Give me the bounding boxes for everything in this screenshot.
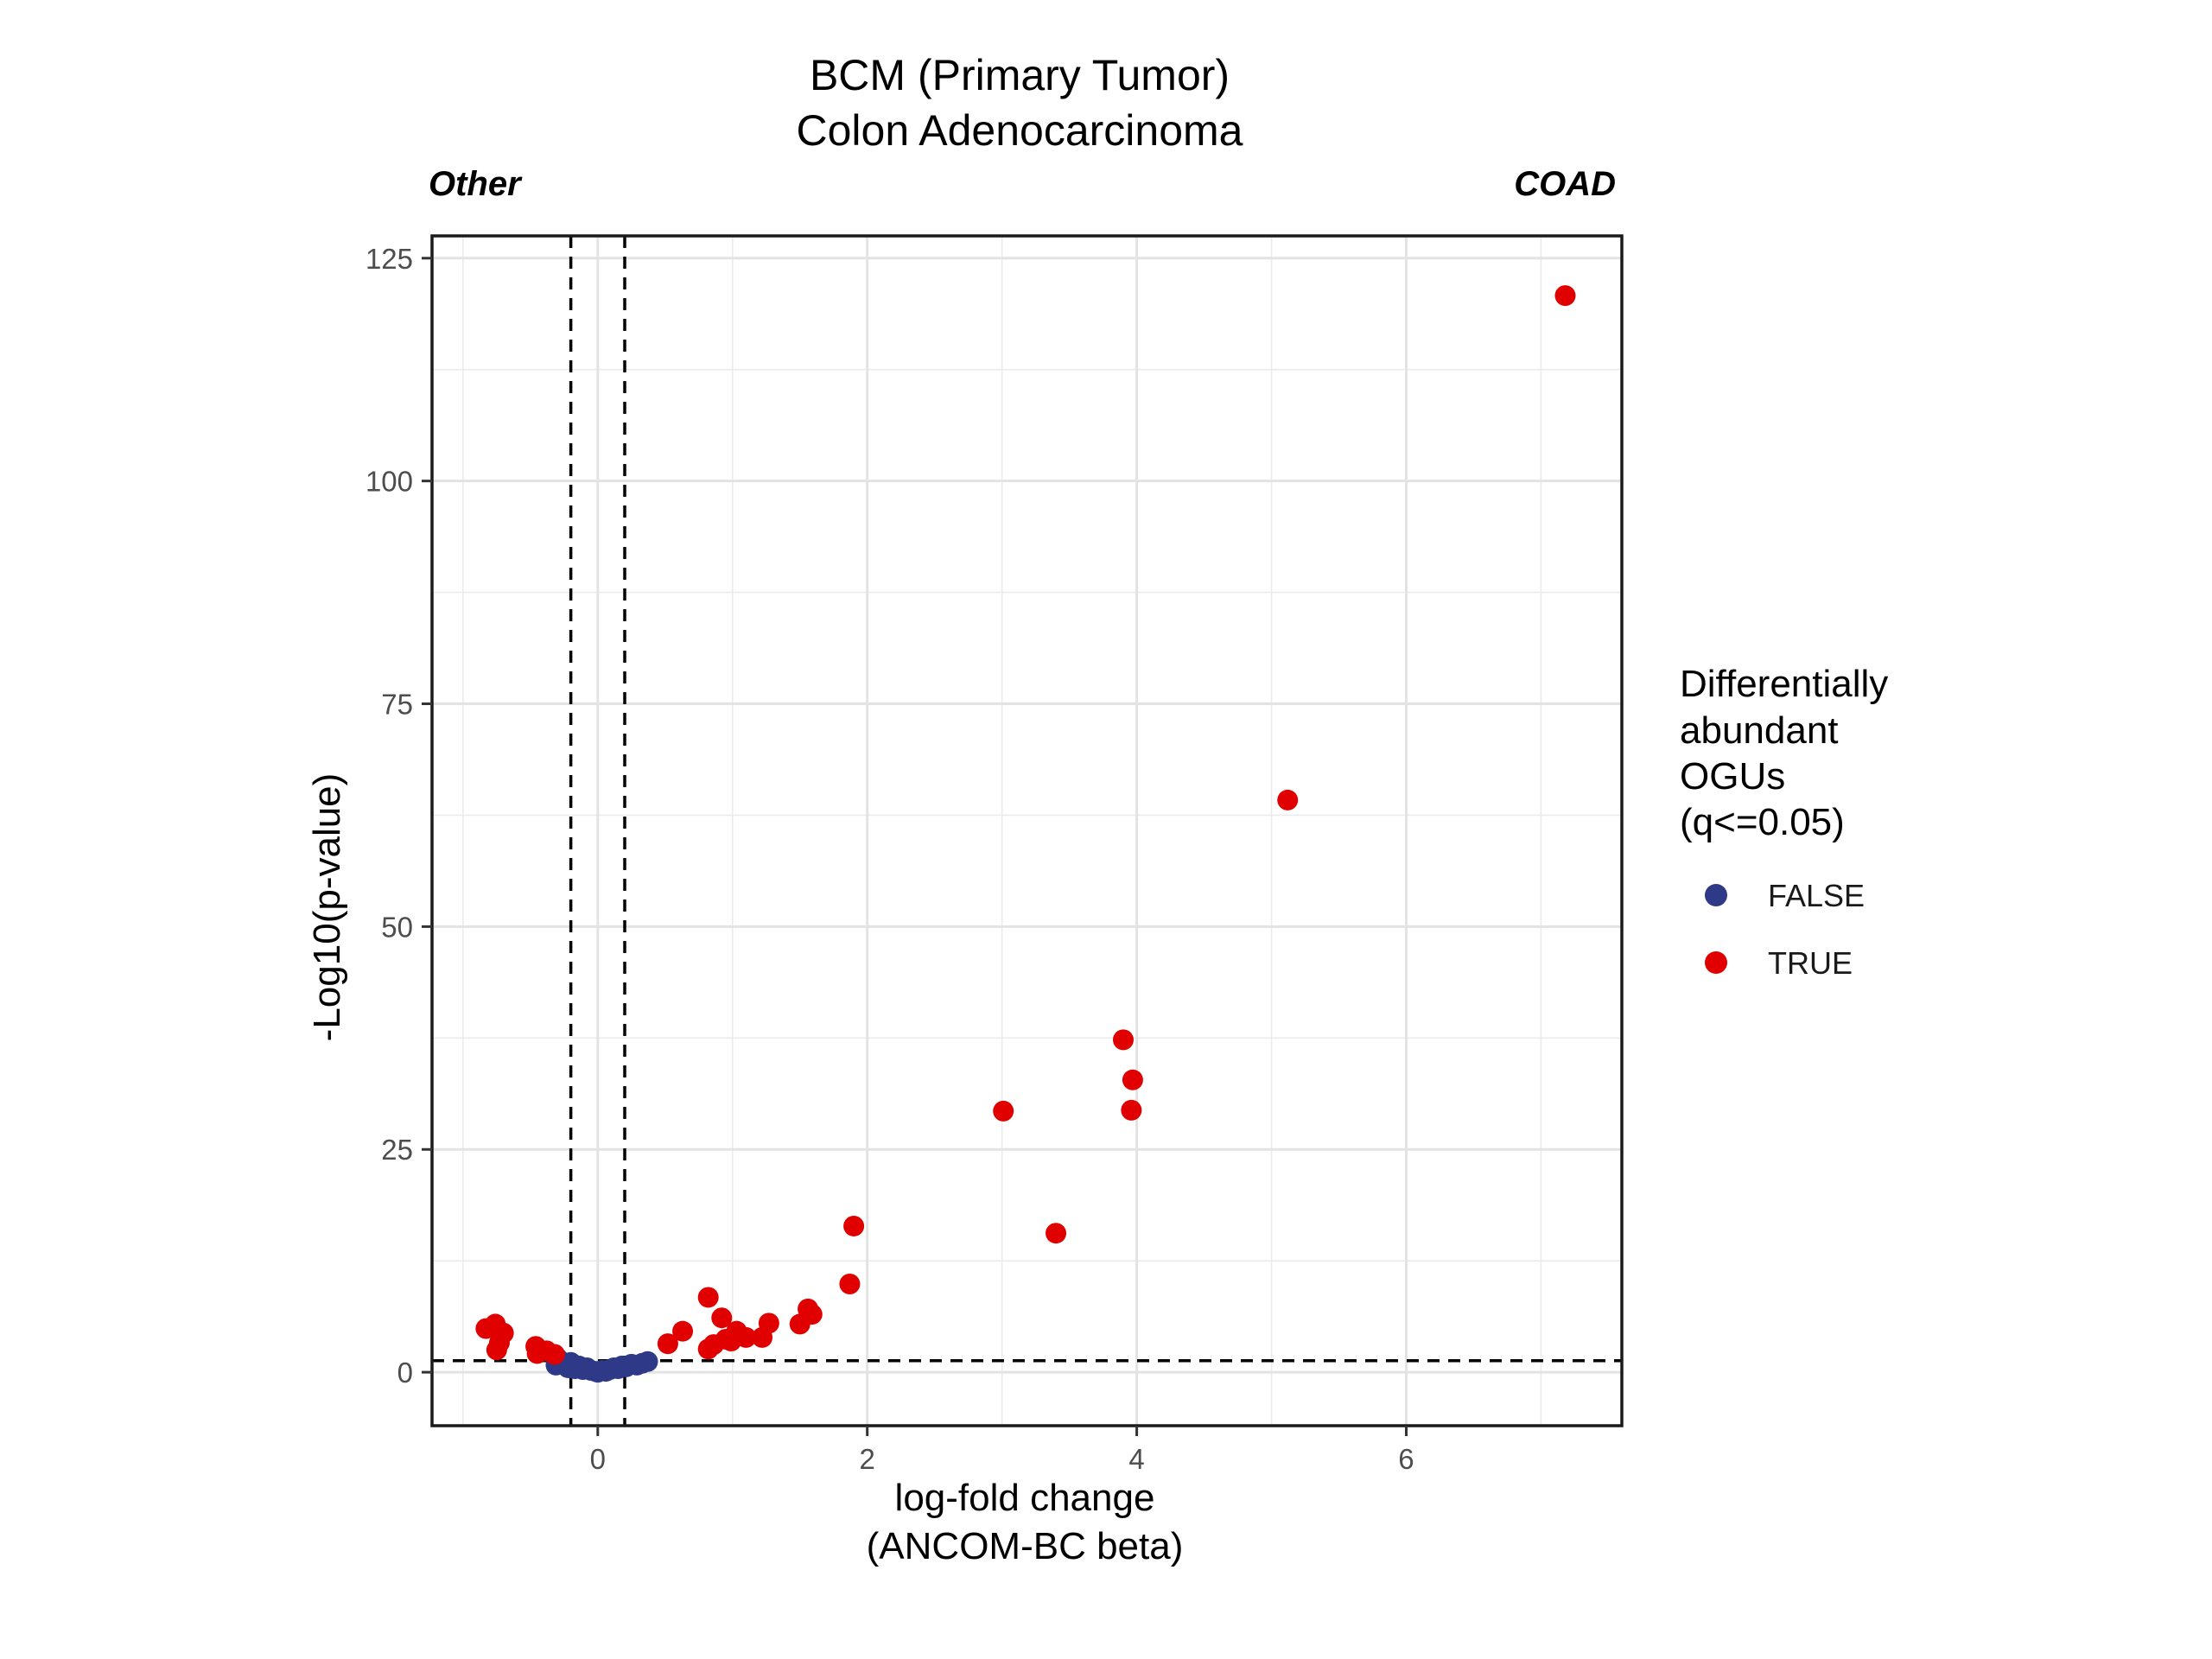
x-axis-title-line-2: (ANCOM-BC beta) xyxy=(867,1525,1184,1567)
chart-title-line-1: BCM (Primary Tumor) xyxy=(810,51,1230,99)
x-tick-label: 6 xyxy=(1398,1443,1414,1475)
major-gridlines xyxy=(432,236,1622,1426)
y-tick-label: 125 xyxy=(365,243,413,275)
data-point-true xyxy=(1277,789,1299,810)
x-tick-label: 0 xyxy=(590,1443,606,1475)
data-point-true xyxy=(1554,285,1576,307)
panel-border xyxy=(430,234,1624,1427)
y-tick-label: 0 xyxy=(397,1357,413,1389)
data-point-true xyxy=(1113,1029,1135,1051)
legend: Differentially abundant OGUs (q<=0.05) F… xyxy=(1680,663,1888,981)
legend-title-line-2: abundant xyxy=(1680,709,1839,752)
y-axis: 0 25 50 75 100 125 xyxy=(365,243,432,1389)
data-point-true xyxy=(758,1313,779,1334)
data-point-true xyxy=(1121,1099,1142,1121)
legend-key-true xyxy=(1705,951,1727,974)
x-tick-label: 4 xyxy=(1128,1443,1144,1475)
chart-title-line-2: Colon Adenocarcinoma xyxy=(797,106,1243,155)
y-tick-label: 75 xyxy=(381,689,413,721)
data-point-true xyxy=(486,1339,507,1361)
data-point-true xyxy=(711,1307,733,1329)
legend-title-line-4: (q<=0.05) xyxy=(1680,801,1845,843)
data-point-true xyxy=(735,1326,757,1348)
y-tick-label: 100 xyxy=(365,466,413,498)
series-true-points xyxy=(475,285,1576,1365)
data-point-true xyxy=(839,1273,861,1294)
x-axis-title-line-1: log-fold change xyxy=(895,1477,1155,1519)
data-point-true xyxy=(843,1215,865,1236)
data-point-true xyxy=(543,1344,565,1365)
data-point-false xyxy=(637,1351,658,1372)
minor-gridlines xyxy=(432,236,1622,1426)
data-point-true xyxy=(657,1333,678,1355)
legend-title-line-1: Differentially xyxy=(1680,663,1888,705)
data-point-true xyxy=(1122,1069,1143,1090)
data-point-true xyxy=(1046,1223,1067,1244)
legend-label-false: FALSE xyxy=(1768,878,1865,913)
legend-key-false xyxy=(1705,884,1727,906)
x-tick-label: 2 xyxy=(860,1443,875,1475)
legend-label-true: TRUE xyxy=(1768,945,1853,981)
data-point-true xyxy=(697,1287,719,1308)
data-point-true xyxy=(672,1320,694,1342)
right-group-label: COAD xyxy=(1514,165,1616,203)
plot-panel xyxy=(430,234,1624,1427)
data-point-true xyxy=(801,1304,823,1325)
y-axis-title: -Log10(p-value) xyxy=(306,773,348,1042)
legend-title-line-3: OGUs xyxy=(1680,755,1785,798)
x-axis: 0 2 4 6 xyxy=(590,1426,1414,1475)
y-tick-label: 50 xyxy=(381,911,413,943)
left-group-label: Other xyxy=(429,165,523,203)
data-point-true xyxy=(993,1100,1014,1122)
y-tick-label: 25 xyxy=(381,1134,413,1166)
